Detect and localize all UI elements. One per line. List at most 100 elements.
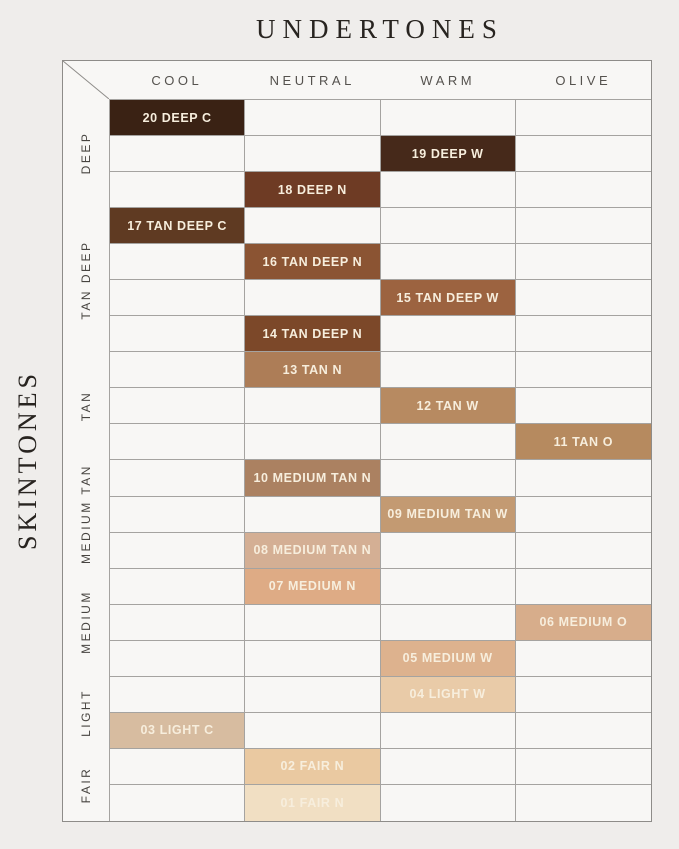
shade-cell-12-tan-w: 12 TAN W bbox=[380, 388, 516, 425]
shade-label: 06 MEDIUM O bbox=[539, 615, 628, 630]
shade-label: 01 FAIR N bbox=[280, 795, 345, 810]
empty-cell bbox=[245, 604, 381, 641]
empty-cell bbox=[515, 749, 651, 785]
empty-cell bbox=[110, 244, 246, 281]
shade-cell-14-tan-deep-n: 14 TAN DEEP N bbox=[245, 316, 381, 353]
shade-cell-05-medium-w: 05 MEDIUM W bbox=[380, 640, 516, 677]
group-label-tan: TAN bbox=[79, 390, 93, 422]
shade-chart-grid: COOL NEUTRAL WARM OLIVE DEEP TAN DEEP TAN MEDI… bbox=[62, 60, 652, 822]
empty-cell bbox=[110, 748, 246, 785]
shade-label: 07 MEDIUM N bbox=[268, 579, 356, 594]
empty-cell bbox=[515, 497, 651, 533]
empty-cell bbox=[110, 316, 246, 353]
group-label-light: LIGHT bbox=[79, 688, 93, 737]
group-label-tan-deep: TAN DEEP bbox=[79, 239, 93, 320]
empty-cell bbox=[515, 677, 651, 713]
shade-label: 13 TAN N bbox=[282, 362, 343, 377]
shade-label: 16 TAN DEEP N bbox=[262, 254, 363, 269]
empty-cell bbox=[515, 460, 651, 497]
shade-cell-07-medium-n: 07 MEDIUM N bbox=[245, 568, 381, 605]
empty-cell bbox=[245, 424, 381, 461]
shade-label: 18 DEEP N bbox=[277, 182, 347, 197]
shade-label: 02 FAIR N bbox=[280, 759, 345, 774]
empty-cell bbox=[110, 388, 246, 425]
shade-label: 11 TAN O bbox=[553, 434, 614, 449]
empty-cell bbox=[380, 604, 516, 641]
empty-cell bbox=[515, 641, 651, 677]
empty-cell bbox=[110, 172, 246, 209]
undertones-title: UNDERTONES bbox=[256, 14, 504, 44]
column-header-warm: WARM bbox=[420, 72, 476, 88]
empty-cell bbox=[110, 784, 246, 821]
skintones-axis-label: SKINTONES bbox=[13, 370, 42, 550]
empty-cell bbox=[380, 172, 516, 209]
undertone-column-headers: COOL NEUTRAL WARM OLIVE bbox=[109, 61, 651, 99]
empty-cell bbox=[245, 388, 381, 425]
shade-cell-01-fair-n: 01 FAIR N bbox=[245, 784, 381, 821]
group-label-deep: DEEP bbox=[79, 131, 93, 175]
shade-cell-15-tan-deep-w: 15 TAN DEEP W bbox=[380, 280, 516, 317]
shade-cell-10-medium-tan-n: 10 MEDIUM TAN N bbox=[245, 460, 381, 497]
column-header-cool: COOL bbox=[151, 72, 203, 88]
group-label-medium-tan: MEDIUM TAN bbox=[79, 464, 93, 565]
shade-label: 19 DEEP W bbox=[411, 146, 484, 161]
empty-cell bbox=[516, 785, 651, 821]
empty-cell bbox=[515, 208, 651, 245]
empty-cell bbox=[245, 676, 381, 713]
group-label-fair: FAIR bbox=[79, 766, 93, 804]
shade-cell-08-medium-tan-n: 08 MEDIUM TAN N bbox=[245, 532, 381, 569]
empty-cell bbox=[110, 640, 246, 677]
empty-cell bbox=[380, 568, 516, 605]
shade-cell-02-fair-n: 02 FAIR N bbox=[245, 748, 381, 785]
empty-cell bbox=[381, 784, 516, 821]
shade-cell-20-deep-c: 20 DEEP C bbox=[110, 100, 246, 137]
empty-cell bbox=[245, 640, 381, 677]
empty-cell bbox=[110, 532, 246, 569]
empty-cell bbox=[515, 352, 651, 389]
empty-cell bbox=[515, 172, 651, 209]
empty-cell bbox=[245, 712, 381, 749]
empty-cell bbox=[515, 533, 651, 569]
empty-cell bbox=[380, 748, 516, 785]
empty-cell bbox=[110, 460, 246, 497]
shade-cell-18-deep-n: 18 DEEP N bbox=[245, 172, 381, 209]
skintone-group-label-column: DEEP TAN DEEP TAN MEDIUM TAN MEDIUM LIGHT FAIR bbox=[63, 99, 109, 821]
column-header-olive: OLIVE bbox=[555, 72, 612, 88]
empty-cell bbox=[245, 100, 381, 137]
shade-cell-09-medium-tan-w: 09 MEDIUM TAN W bbox=[380, 496, 516, 533]
shade-cell-04-light-w: 04 LIGHT W bbox=[380, 676, 516, 713]
shade-label: 17 TAN DEEP C bbox=[127, 218, 227, 233]
empty-cell bbox=[110, 136, 246, 173]
empty-cell bbox=[515, 244, 651, 281]
empty-cell bbox=[110, 280, 246, 317]
empty-cell bbox=[110, 424, 246, 461]
empty-cell bbox=[245, 280, 381, 317]
shade-label: 14 TAN DEEP N bbox=[262, 326, 363, 341]
shade-matrix: 20 DEEP C 19 DEEP W 18 DEEP N 17 TAN DEEP C… bbox=[109, 99, 651, 821]
empty-cell bbox=[110, 676, 246, 713]
shade-cell-03-light-c: 03 LIGHT C bbox=[110, 712, 246, 749]
shade-label: 20 DEEP C bbox=[142, 110, 212, 125]
shade-label: 04 LIGHT W bbox=[409, 687, 486, 702]
empty-cell bbox=[380, 424, 516, 461]
column-header-neutral: NEUTRAL bbox=[269, 72, 355, 88]
empty-cell bbox=[245, 136, 381, 173]
empty-cell bbox=[380, 460, 516, 497]
corner-diagonal-line bbox=[63, 61, 109, 99]
group-label-medium: MEDIUM bbox=[79, 590, 93, 655]
shade-label: 15 TAN DEEP W bbox=[396, 290, 499, 305]
shade-cell-19-deep-w: 19 DEEP W bbox=[380, 136, 516, 173]
empty-cell bbox=[380, 712, 516, 749]
shade-label: 05 MEDIUM W bbox=[402, 651, 493, 666]
shade-label: 12 TAN W bbox=[416, 398, 479, 413]
empty-cell bbox=[380, 244, 516, 281]
empty-cell bbox=[515, 713, 651, 749]
shade-label: 08 MEDIUM TAN N bbox=[253, 543, 372, 558]
shade-cell-11-tan-o: 11 TAN O bbox=[515, 424, 651, 461]
empty-cell bbox=[515, 100, 651, 137]
shade-cell-06-medium-o: 06 MEDIUM O bbox=[515, 604, 651, 641]
empty-cell bbox=[110, 352, 246, 389]
shade-label: 09 MEDIUM TAN W bbox=[387, 507, 508, 522]
shade-cell-13-tan-n: 13 TAN N bbox=[245, 352, 381, 389]
shade-label: 03 LIGHT C bbox=[140, 723, 214, 738]
